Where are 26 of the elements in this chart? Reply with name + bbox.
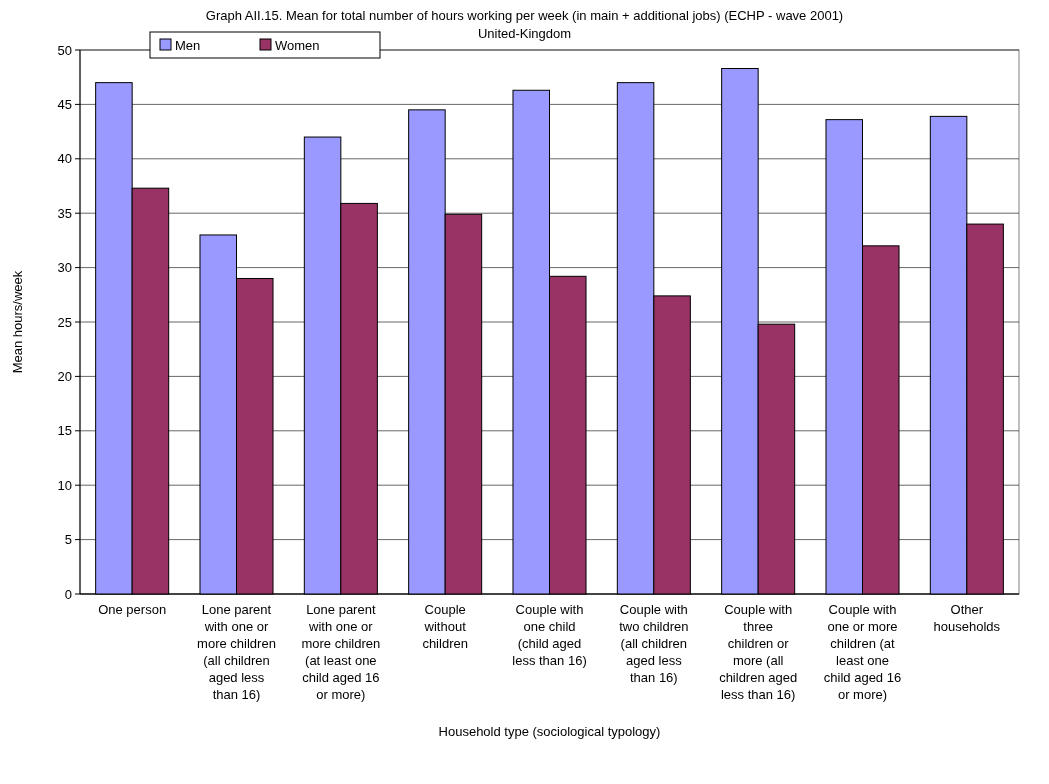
x-tick-label: Couple without children [422, 602, 468, 651]
y-tick-label: 20 [57, 368, 72, 384]
y-tick-label: 40 [57, 151, 72, 167]
y-tick-label: 30 [57, 260, 72, 276]
y-tick-label: 15 [57, 423, 72, 439]
y-tick-label: 5 [64, 532, 72, 548]
chart-subtitle: United-Kingdom [477, 26, 572, 41]
legend-label: Men [175, 37, 201, 53]
x-tick-label: Other households [933, 602, 1001, 634]
x-tick-label: Lone parent with one or more children (all children aged less than 16) [197, 602, 276, 702]
x-tick-label: Couple with two children (all children aged less than 16) [619, 602, 689, 685]
y-tick-label: 25 [57, 314, 72, 330]
x-axis-title: Household type (sociological typology) [438, 724, 661, 739]
y-tick-label: 10 [57, 477, 72, 493]
y-axis-title: Mean hours/week [10, 270, 25, 374]
y-tick-label: 0 [64, 586, 72, 602]
x-tick-label: Couple with three children or more (all children aged less than 16) [719, 602, 798, 702]
chart-title: Graph AII.15. Mean for total number of hours working per week (in main + additional jobs) (ECHP - wave 2001) [205, 8, 844, 23]
y-tick-label: 35 [57, 205, 72, 221]
x-tick-label: Couple with one or more children (at least one child aged 16 or more) [823, 602, 902, 702]
x-tick-label: Lone parent with one or more children (at least one child aged 16 or more) [301, 602, 381, 702]
x-tick-label: Couple with one child (child aged less than 16) [512, 602, 587, 668]
x-tick-label: One person [98, 602, 167, 617]
y-tick-label: 45 [57, 96, 72, 112]
legend-label: Women [275, 37, 320, 53]
y-tick-label: 50 [57, 42, 72, 58]
